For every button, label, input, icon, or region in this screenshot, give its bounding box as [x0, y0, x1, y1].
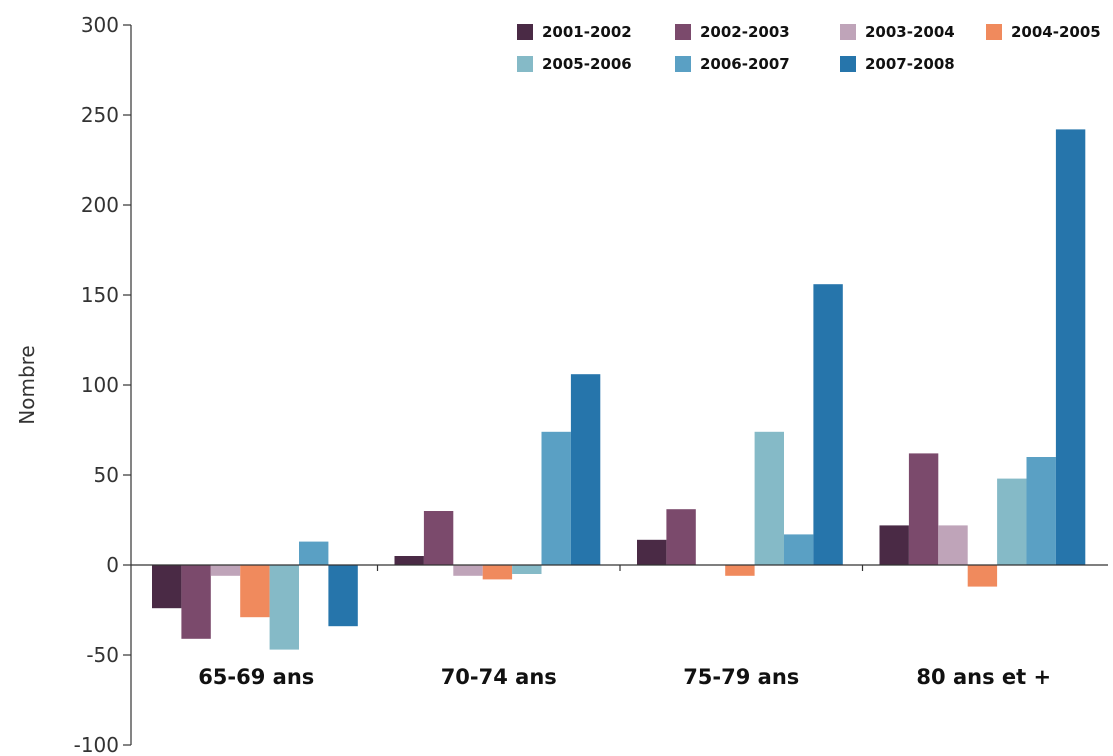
bar-2003-2004-80-ans-et-+	[938, 525, 968, 565]
bar-2005-2006-65-69-ans	[269, 565, 299, 650]
legend-item: 2005-2006	[517, 55, 632, 73]
legend-item: 2002-2003	[675, 23, 790, 41]
y-tick-label: 150	[81, 283, 119, 307]
bar-2002-2003-80-ans-et-+	[908, 453, 939, 565]
legend-swatch	[986, 24, 1002, 40]
legend-label: 2003-2004	[865, 23, 955, 41]
category-label: 80 ans et +	[916, 665, 1051, 689]
bar-2001-2002-80-ans-et-+	[879, 525, 909, 565]
bar-2007-2008-70-74-ans	[570, 374, 601, 565]
legend-item: 2004-2005	[986, 23, 1101, 41]
x-axis	[131, 564, 1108, 571]
legend-swatch	[675, 56, 691, 72]
bar-2004-2005-70-74-ans	[482, 565, 513, 580]
legend-label: 2007-2008	[865, 55, 955, 73]
bars	[152, 129, 1086, 650]
bar-2006-2007-80-ans-et-+	[1026, 457, 1056, 565]
legend-swatch	[840, 56, 856, 72]
bar-2005-2006-70-74-ans	[512, 565, 542, 574]
bar-2004-2005-65-69-ans	[240, 565, 270, 618]
legend-label: 2006-2007	[700, 55, 790, 73]
bar-2004-2005-80-ans-et-+	[967, 565, 998, 587]
category-label: 65-69 ans	[198, 665, 314, 689]
bar-2003-2004-65-69-ans	[210, 565, 241, 576]
bar-2007-2008-75-79-ans	[813, 284, 843, 565]
bar-2003-2004-70-74-ans	[453, 565, 483, 576]
legend-swatch	[517, 56, 533, 72]
bar-2002-2003-75-79-ans	[666, 509, 696, 565]
y-tick-label: 100	[81, 373, 119, 397]
legend-item: 2007-2008	[840, 55, 955, 73]
legend-item: 2003-2004	[840, 23, 955, 41]
y-axis-label: Nombre	[15, 345, 39, 424]
bar-2006-2007-70-74-ans	[541, 431, 571, 565]
legend-swatch	[517, 24, 533, 40]
legend-label: 2004-2005	[1011, 23, 1101, 41]
category-label: 70-74 ans	[441, 665, 557, 689]
bar-2006-2007-75-79-ans	[784, 534, 814, 565]
legend-label: 2005-2006	[542, 55, 632, 73]
y-tick-label: -50	[86, 643, 119, 667]
bar-2005-2006-80-ans-et-+	[997, 478, 1027, 565]
legend-label: 2001-2002	[542, 23, 632, 41]
legend-label: 2002-2003	[700, 23, 790, 41]
legend: 2001-2002 2002-2003 2003-2004 2004-2005 2005…	[517, 23, 1101, 73]
category-label: 75-79 ans	[683, 665, 799, 689]
y-tick-label: 0	[106, 553, 119, 577]
y-tick-label: 250	[81, 103, 119, 127]
y-tick-label: 50	[94, 463, 119, 487]
bar-2001-2002-70-74-ans	[394, 556, 424, 565]
bar-2007-2008-65-69-ans	[328, 565, 358, 627]
legend-swatch	[675, 24, 691, 40]
bar-2006-2007-65-69-ans	[299, 541, 329, 565]
y-tick-label: 300	[81, 13, 119, 37]
legend-item: 2006-2007	[675, 55, 790, 73]
legend-item: 2001-2002	[517, 23, 632, 41]
bar-2001-2002-75-79-ans	[637, 539, 667, 565]
y-tick-label: 200	[81, 193, 119, 217]
bar-2001-2002-65-69-ans	[152, 565, 182, 609]
bar-2002-2003-70-74-ans	[423, 511, 454, 565]
bar-2005-2006-75-79-ans	[754, 431, 784, 565]
category-labels: 65-69 ans 70-74 ans 75-79 ans 80 ans et +	[198, 665, 1051, 689]
y-tick-label: -100	[74, 733, 119, 756]
bar-2002-2003-65-69-ans	[181, 565, 211, 639]
y-axis: -100 -50 0 50 100 150 200 250 300	[74, 13, 132, 756]
legend-swatch	[840, 24, 856, 40]
bar-2007-2008-80-ans-et-+	[1055, 129, 1086, 565]
bar-2004-2005-75-79-ans	[725, 565, 755, 576]
